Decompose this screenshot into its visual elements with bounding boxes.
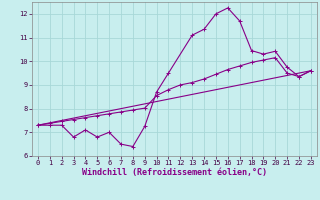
X-axis label: Windchill (Refroidissement éolien,°C): Windchill (Refroidissement éolien,°C)	[82, 168, 267, 177]
